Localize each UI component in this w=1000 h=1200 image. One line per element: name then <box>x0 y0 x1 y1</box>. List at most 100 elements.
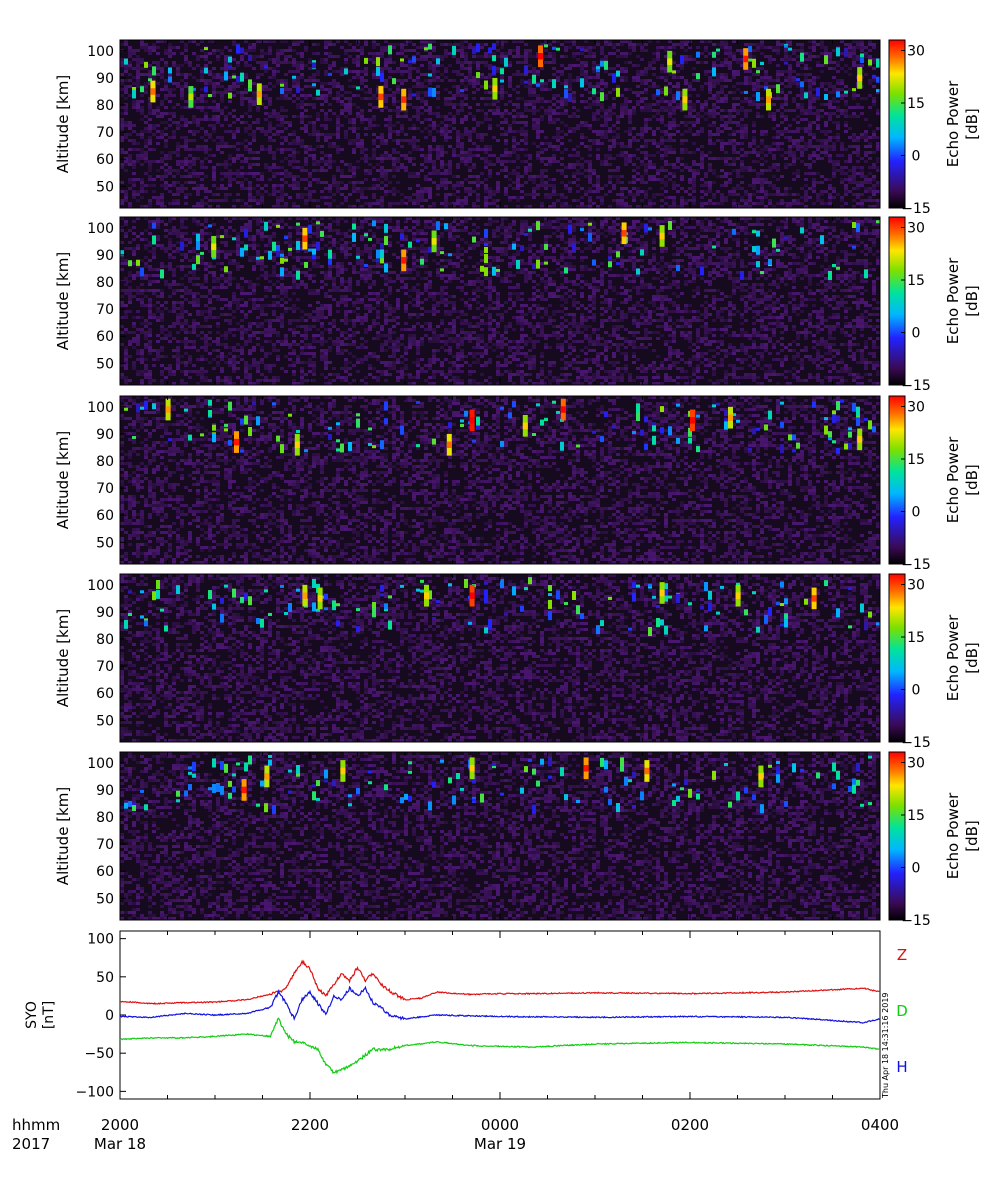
y-tick-label: 80 <box>96 810 114 826</box>
echo-feature-core <box>857 75 862 82</box>
y-tick-label: 60 <box>96 329 114 345</box>
y-axis-label-unit: [nT] <box>41 1001 57 1029</box>
echo-feature-core <box>432 238 437 245</box>
echo-feature-core <box>728 414 733 421</box>
x-date-label: Mar 18 <box>94 1135 146 1153</box>
echo-feature-core <box>447 442 452 449</box>
echo-feature-core <box>318 595 323 602</box>
echo-feature-core <box>257 91 262 98</box>
y-tick-label: −100 <box>76 1084 114 1100</box>
echo-feature-core <box>766 96 771 103</box>
y-tick-label: 70 <box>96 837 114 853</box>
echo-feature-core <box>295 442 300 449</box>
colorbar-tick-label: −15 <box>901 378 931 394</box>
colorbar-tick-label: 15 <box>907 273 925 289</box>
y-tick-label: 50 <box>96 356 114 372</box>
colorbar-tick-label: −15 <box>901 201 931 217</box>
colorbar-tick-label: −15 <box>901 557 931 573</box>
colorbar-tick-label: 0 <box>912 149 921 165</box>
colorbar-unit: [dB] <box>963 820 981 852</box>
echo-feature-core <box>242 787 247 794</box>
colorbar-unit: [dB] <box>963 464 981 496</box>
colorbar-label: Echo Power <box>944 792 962 879</box>
echo-feature-core <box>690 417 695 424</box>
y-tick-label: 90 <box>96 427 114 443</box>
colorbar <box>889 40 905 208</box>
line-panel-frame <box>120 931 880 1099</box>
y-tick-label: 50 <box>96 713 114 729</box>
colorbar-tick-label: 0 <box>912 683 921 699</box>
y-tick-label: 90 <box>96 71 114 87</box>
y-tick-label: 100 <box>87 221 114 237</box>
echo-feature-core <box>401 257 406 264</box>
y-tick-label: 100 <box>87 400 114 416</box>
colorbar-tick-label: 30 <box>907 756 925 772</box>
y-tick-label: 60 <box>96 686 114 702</box>
x-tick-label: 0400 <box>861 1116 899 1134</box>
y-tick-label: 70 <box>96 659 114 675</box>
y-axis-label: Altitude [km] <box>54 252 72 350</box>
echo-feature-core <box>378 94 383 101</box>
colorbar-tick-label: 0 <box>912 326 921 342</box>
echo-feature-core <box>538 53 543 60</box>
echo-feature-core <box>561 406 566 413</box>
y-tick-label: 50 <box>96 891 114 907</box>
y-tick-label: 90 <box>96 783 114 799</box>
echo-feature-core <box>470 765 475 772</box>
y-axis-label: Altitude [km] <box>54 609 72 707</box>
y-tick-label: 60 <box>96 864 114 880</box>
echo-feature-core <box>264 773 269 780</box>
echo-feature-core <box>857 436 862 443</box>
colorbar-label: Echo Power <box>944 80 962 167</box>
colorbar-unit: [dB] <box>963 642 981 674</box>
legend-d: D <box>896 1002 908 1020</box>
colorbar-tick-label: −15 <box>901 735 931 751</box>
colorbar-tick-label: 30 <box>907 221 925 237</box>
legend-z: Z <box>897 946 907 964</box>
y-axis-label: Altitude [km] <box>54 787 72 885</box>
colorbar-tick-label: 0 <box>912 505 921 521</box>
y-tick-label: 80 <box>96 98 114 114</box>
y-tick-label: 80 <box>96 632 114 648</box>
colorbar-tick-label: 30 <box>907 578 925 594</box>
echo-feature-core <box>584 765 589 772</box>
colorbar-tick-label: 0 <box>912 861 921 877</box>
y-tick-label: 0 <box>105 1008 114 1024</box>
y-tick-label: 80 <box>96 275 114 291</box>
y-tick-label: 70 <box>96 481 114 497</box>
colorbar <box>889 574 905 742</box>
y-tick-label: −50 <box>84 1046 114 1062</box>
y-tick-label: 100 <box>87 578 114 594</box>
y-tick-label: 70 <box>96 125 114 141</box>
time-format-label: hhmm <box>12 1116 60 1134</box>
echo-feature-core <box>234 439 239 446</box>
echo-feature-core <box>150 88 155 95</box>
echo-feature-core <box>667 58 672 65</box>
legend-h: H <box>896 1058 907 1076</box>
echo-feature-core <box>424 592 429 599</box>
echo-feature-core <box>470 417 475 424</box>
echo-feature-core <box>812 595 817 602</box>
colorbar-tick-label: 15 <box>907 452 925 468</box>
generation-stamp: Thu Apr 18 14:31:16 2019 <box>881 992 890 1099</box>
colorbar-unit: [dB] <box>963 108 981 140</box>
y-tick-label: 50 <box>96 535 114 551</box>
echo-feature-core <box>523 423 528 430</box>
y-tick-label: 100 <box>87 44 114 60</box>
colorbar-label: Echo Power <box>944 614 962 701</box>
echo-feature-core <box>166 406 171 413</box>
colorbar <box>889 217 905 385</box>
echo-feature-core <box>492 86 497 93</box>
echo-feature-core <box>188 94 193 101</box>
echo-feature-core <box>302 235 307 242</box>
colorbar-tick-label: 15 <box>907 630 925 646</box>
y-axis-label: Altitude [km] <box>54 431 72 529</box>
y-tick-label: 80 <box>96 454 114 470</box>
y-axis-label: Altitude [km] <box>54 75 72 173</box>
echo-feature-core <box>622 230 627 237</box>
